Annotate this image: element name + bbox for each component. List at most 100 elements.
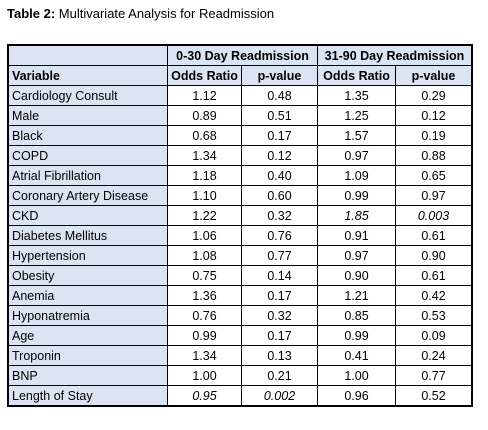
group-header: 31-90 Day Readmission <box>317 44 473 66</box>
value-cell: 0.09 <box>395 325 473 346</box>
value-cell: 1.09 <box>317 165 396 186</box>
variable-cell: Black <box>7 125 168 146</box>
value-cell: 0.17 <box>241 325 318 346</box>
value-cell: 1.12 <box>167 85 242 106</box>
table-row: Troponin 1.34 0.13 0.41 0.24 <box>7 345 473 366</box>
value-cell: 0.77 <box>241 245 318 266</box>
value-cell: 1.34 <box>167 145 242 166</box>
table-row: Obesity 0.75 0.14 0.90 0.61 <box>7 265 473 286</box>
value-cell: 0.13 <box>241 345 318 366</box>
variable-cell: Male <box>7 105 168 126</box>
value-cell: 0.17 <box>241 125 318 146</box>
value-cell: 1.18 <box>167 165 242 186</box>
value-cell: 0.60 <box>241 185 318 206</box>
value-cell: 0.88 <box>395 145 473 166</box>
table-row: Anemia 1.36 0.17 1.21 0.42 <box>7 285 473 306</box>
value-cell: 0.29 <box>395 85 473 106</box>
value-cell: 0.40 <box>241 165 318 186</box>
value-cell: 0.53 <box>395 305 473 326</box>
value-cell: 0.32 <box>241 305 318 326</box>
value-cell: 1.08 <box>167 245 242 266</box>
value-cell: 0.90 <box>317 265 396 286</box>
value-cell: 1.85 <box>317 205 396 226</box>
value-cell: 0.75 <box>167 265 242 286</box>
value-cell: 1.34 <box>167 345 242 366</box>
table-row: Coronary Artery Disease 1.10 0.60 0.99 0.97 <box>7 185 473 206</box>
variable-cell: Coronary Artery Disease <box>7 185 168 206</box>
value-cell: 0.90 <box>395 245 473 266</box>
value-cell: 0.42 <box>395 285 473 306</box>
table-row: Length of Stay 0.95 0.002 0.96 0.52 <box>7 385 473 407</box>
value-cell: 0.97 <box>395 185 473 206</box>
value-cell: 0.99 <box>317 185 396 206</box>
value-cell: 0.21 <box>241 365 318 386</box>
value-cell: 0.17 <box>241 285 318 306</box>
table-row: Cardiology Consult 1.12 0.48 1.35 0.29 <box>7 85 473 106</box>
column-header: p-value <box>241 65 318 86</box>
value-cell: 0.91 <box>317 225 396 246</box>
value-cell: 1.10 <box>167 185 242 206</box>
value-cell: 0.19 <box>395 125 473 146</box>
table-row: Hyponatremia 0.76 0.32 0.85 0.53 <box>7 305 473 326</box>
value-cell: 0.14 <box>241 265 318 286</box>
variable-cell: COPD <box>7 145 168 166</box>
caption-text: Multivariate Analysis for Readmission <box>58 6 275 21</box>
value-cell: 0.68 <box>167 125 242 146</box>
table-row: CKD 1.22 0.32 1.85 0.003 <box>7 205 473 226</box>
value-cell: 0.12 <box>395 105 473 126</box>
value-cell: 0.99 <box>167 325 242 346</box>
table-caption: Table 2: Multivariate Analysis for Readm… <box>7 6 274 21</box>
value-cell: 1.00 <box>317 365 396 386</box>
variable-cell: Age <box>7 325 168 346</box>
variable-cell: Atrial Fibrillation <box>7 165 168 186</box>
variable-cell: Diabetes Mellitus <box>7 225 168 246</box>
caption-label: Table 2: <box>7 6 56 21</box>
value-cell: 0.97 <box>317 145 396 166</box>
column-header: Variable <box>7 65 168 86</box>
value-cell: 0.77 <box>395 365 473 386</box>
table-row: Age 0.99 0.17 0.99 0.09 <box>7 325 473 346</box>
value-cell: 1.35 <box>317 85 396 106</box>
group-header-row: 0-30 Day Readmission 31-90 Day Readmissio… <box>7 44 473 66</box>
value-cell: 0.85 <box>317 305 396 326</box>
variable-cell: Length of Stay <box>7 385 168 407</box>
value-cell: 1.57 <box>317 125 396 146</box>
value-cell: 1.22 <box>167 205 242 226</box>
table-row: Atrial Fibrillation 1.18 0.40 1.09 0.65 <box>7 165 473 186</box>
table-row: Black 0.68 0.17 1.57 0.19 <box>7 125 473 146</box>
column-header-row: Variable Odds Ratio p-value Odds Ratio p-val… <box>7 65 473 86</box>
column-header: p-value <box>395 65 473 86</box>
value-cell: 1.25 <box>317 105 396 126</box>
value-cell: 0.002 <box>241 385 318 407</box>
table-row: BNP 1.00 0.21 1.00 0.77 <box>7 365 473 386</box>
table-row: COPD 1.34 0.12 0.97 0.88 <box>7 145 473 166</box>
results-table: 0-30 Day Readmission 31-90 Day Readmissio… <box>7 44 473 407</box>
value-cell: 0.96 <box>317 385 396 407</box>
value-cell: 0.003 <box>395 205 473 226</box>
value-cell: 1.06 <box>167 225 242 246</box>
value-cell: 0.97 <box>317 245 396 266</box>
value-cell: 0.76 <box>167 305 242 326</box>
header-cell <box>7 44 168 66</box>
value-cell: 1.21 <box>317 285 396 306</box>
variable-cell: Troponin <box>7 345 168 366</box>
value-cell: 0.41 <box>317 345 396 366</box>
variable-cell: BNP <box>7 365 168 386</box>
value-cell: 1.00 <box>167 365 242 386</box>
variable-cell: Anemia <box>7 285 168 306</box>
value-cell: 0.99 <box>317 325 396 346</box>
column-header: Odds Ratio <box>167 65 242 86</box>
value-cell: 0.12 <box>241 145 318 166</box>
value-cell: 0.24 <box>395 345 473 366</box>
variable-cell: Cardiology Consult <box>7 85 168 106</box>
group-header: 0-30 Day Readmission <box>167 44 318 66</box>
table-row: Diabetes Mellitus 1.06 0.76 0.91 0.61 <box>7 225 473 246</box>
value-cell: 0.65 <box>395 165 473 186</box>
value-cell: 0.95 <box>167 385 242 407</box>
value-cell: 1.36 <box>167 285 242 306</box>
value-cell: 0.76 <box>241 225 318 246</box>
value-cell: 0.61 <box>395 265 473 286</box>
value-cell: 0.48 <box>241 85 318 106</box>
value-cell: 0.61 <box>395 225 473 246</box>
